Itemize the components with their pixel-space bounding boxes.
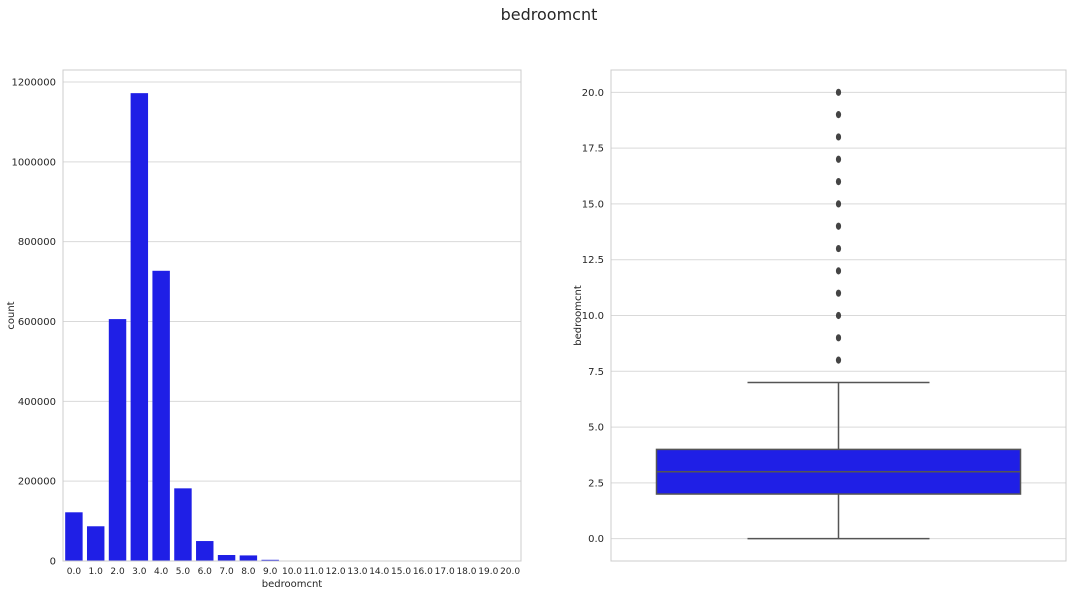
bar-chart-xtick-label: 2.0 xyxy=(110,567,125,577)
bar xyxy=(109,319,126,561)
box-plot-ytick-label: 2.5 xyxy=(588,478,604,489)
bar-chart-xtick-label: 13.0 xyxy=(347,567,367,577)
figure-title: bedroomcnt xyxy=(501,5,598,24)
bar-chart-xtick-label: 7.0 xyxy=(219,567,234,577)
bar xyxy=(87,526,104,561)
outlier-point xyxy=(836,178,841,185)
outlier-point xyxy=(836,357,841,364)
outlier-point xyxy=(836,156,841,163)
outlier-point xyxy=(836,89,841,96)
box-plot-ytick-label: 20.0 xyxy=(582,88,604,99)
bar-chart-xtick-label: 4.0 xyxy=(154,567,169,577)
bar xyxy=(196,541,213,561)
bar-chart-xtick-label: 11.0 xyxy=(304,567,324,577)
bar-chart-ytick-label: 600000 xyxy=(18,317,56,328)
bar xyxy=(131,93,148,561)
box-plot-ytick-label: 10.0 xyxy=(582,311,604,322)
bar-chart-xtick-label: 14.0 xyxy=(369,567,389,577)
bar-chart-ytick-label: 400000 xyxy=(18,397,56,408)
bar-chart-ytick-label: 0 xyxy=(50,557,56,568)
outlier-point xyxy=(836,334,841,341)
bar-chart-xtick-label: 0.0 xyxy=(67,567,82,577)
box-plot-ytick-label: 7.5 xyxy=(588,367,604,378)
bar-chart-xtick-label: 20.0 xyxy=(500,567,520,577)
bar-chart-xtick-label: 10.0 xyxy=(282,567,302,577)
bar-chart-xtick-label: 16.0 xyxy=(413,567,433,577)
bar-chart-xtick-label: 9.0 xyxy=(263,567,278,577)
bar-chart-ytick-label: 1200000 xyxy=(11,77,56,88)
outlier-point xyxy=(836,290,841,297)
box-plot-ytick-label: 5.0 xyxy=(588,423,604,434)
bar-chart-xtick-label: 6.0 xyxy=(198,567,213,577)
bar xyxy=(65,512,82,561)
bar xyxy=(218,555,235,561)
bar-chart-xlabel: bedroomcnt xyxy=(262,579,323,590)
outlier-point xyxy=(836,223,841,230)
box-plot: 0.0 2.5 5.0 7.5 10.0 12.5 15.0 17.5 20.0 bedroom… xyxy=(573,70,1066,561)
box-plot-ytick-label: 12.5 xyxy=(582,255,604,266)
outlier-point xyxy=(836,200,841,207)
bar xyxy=(174,488,191,561)
bar xyxy=(240,555,257,561)
bar-chart-xtick-label: 18.0 xyxy=(456,567,476,577)
bar-chart-xtick-label: 5.0 xyxy=(176,567,191,577)
bar-chart-ytick-label: 800000 xyxy=(18,237,56,248)
outlier-point xyxy=(836,267,841,274)
box-plot-ytick-label: 17.5 xyxy=(582,144,604,155)
outlier-point xyxy=(836,312,841,319)
bar-chart-xtick-label: 19.0 xyxy=(478,567,498,577)
bar-chart-xtick-label: 15.0 xyxy=(391,567,411,577)
box-plot-ylabel: bedroomcnt xyxy=(573,285,584,346)
bar-chart-ytick-label: 1000000 xyxy=(11,157,56,168)
bar-chart: 020000040000060000080000010000001200000 … xyxy=(6,70,521,590)
bar-chart-ylabel: count xyxy=(6,301,17,329)
outlier-point xyxy=(836,245,841,252)
outlier-point xyxy=(836,133,841,140)
bar-chart-xtick-label: 1.0 xyxy=(89,567,104,577)
bar-chart-xtick-label: 12.0 xyxy=(326,567,346,577)
bar-chart-xtick-label: 8.0 xyxy=(241,567,256,577)
bar-chart-xtick-label: 17.0 xyxy=(435,567,455,577)
bar xyxy=(152,271,169,561)
box-plot-ytick-label: 0.0 xyxy=(588,534,604,545)
box-plot-ytick-label: 15.0 xyxy=(582,199,604,210)
outlier-point xyxy=(836,111,841,118)
bar-chart-xtick-label: 3.0 xyxy=(132,567,147,577)
bar-chart-ytick-label: 200000 xyxy=(18,477,56,488)
